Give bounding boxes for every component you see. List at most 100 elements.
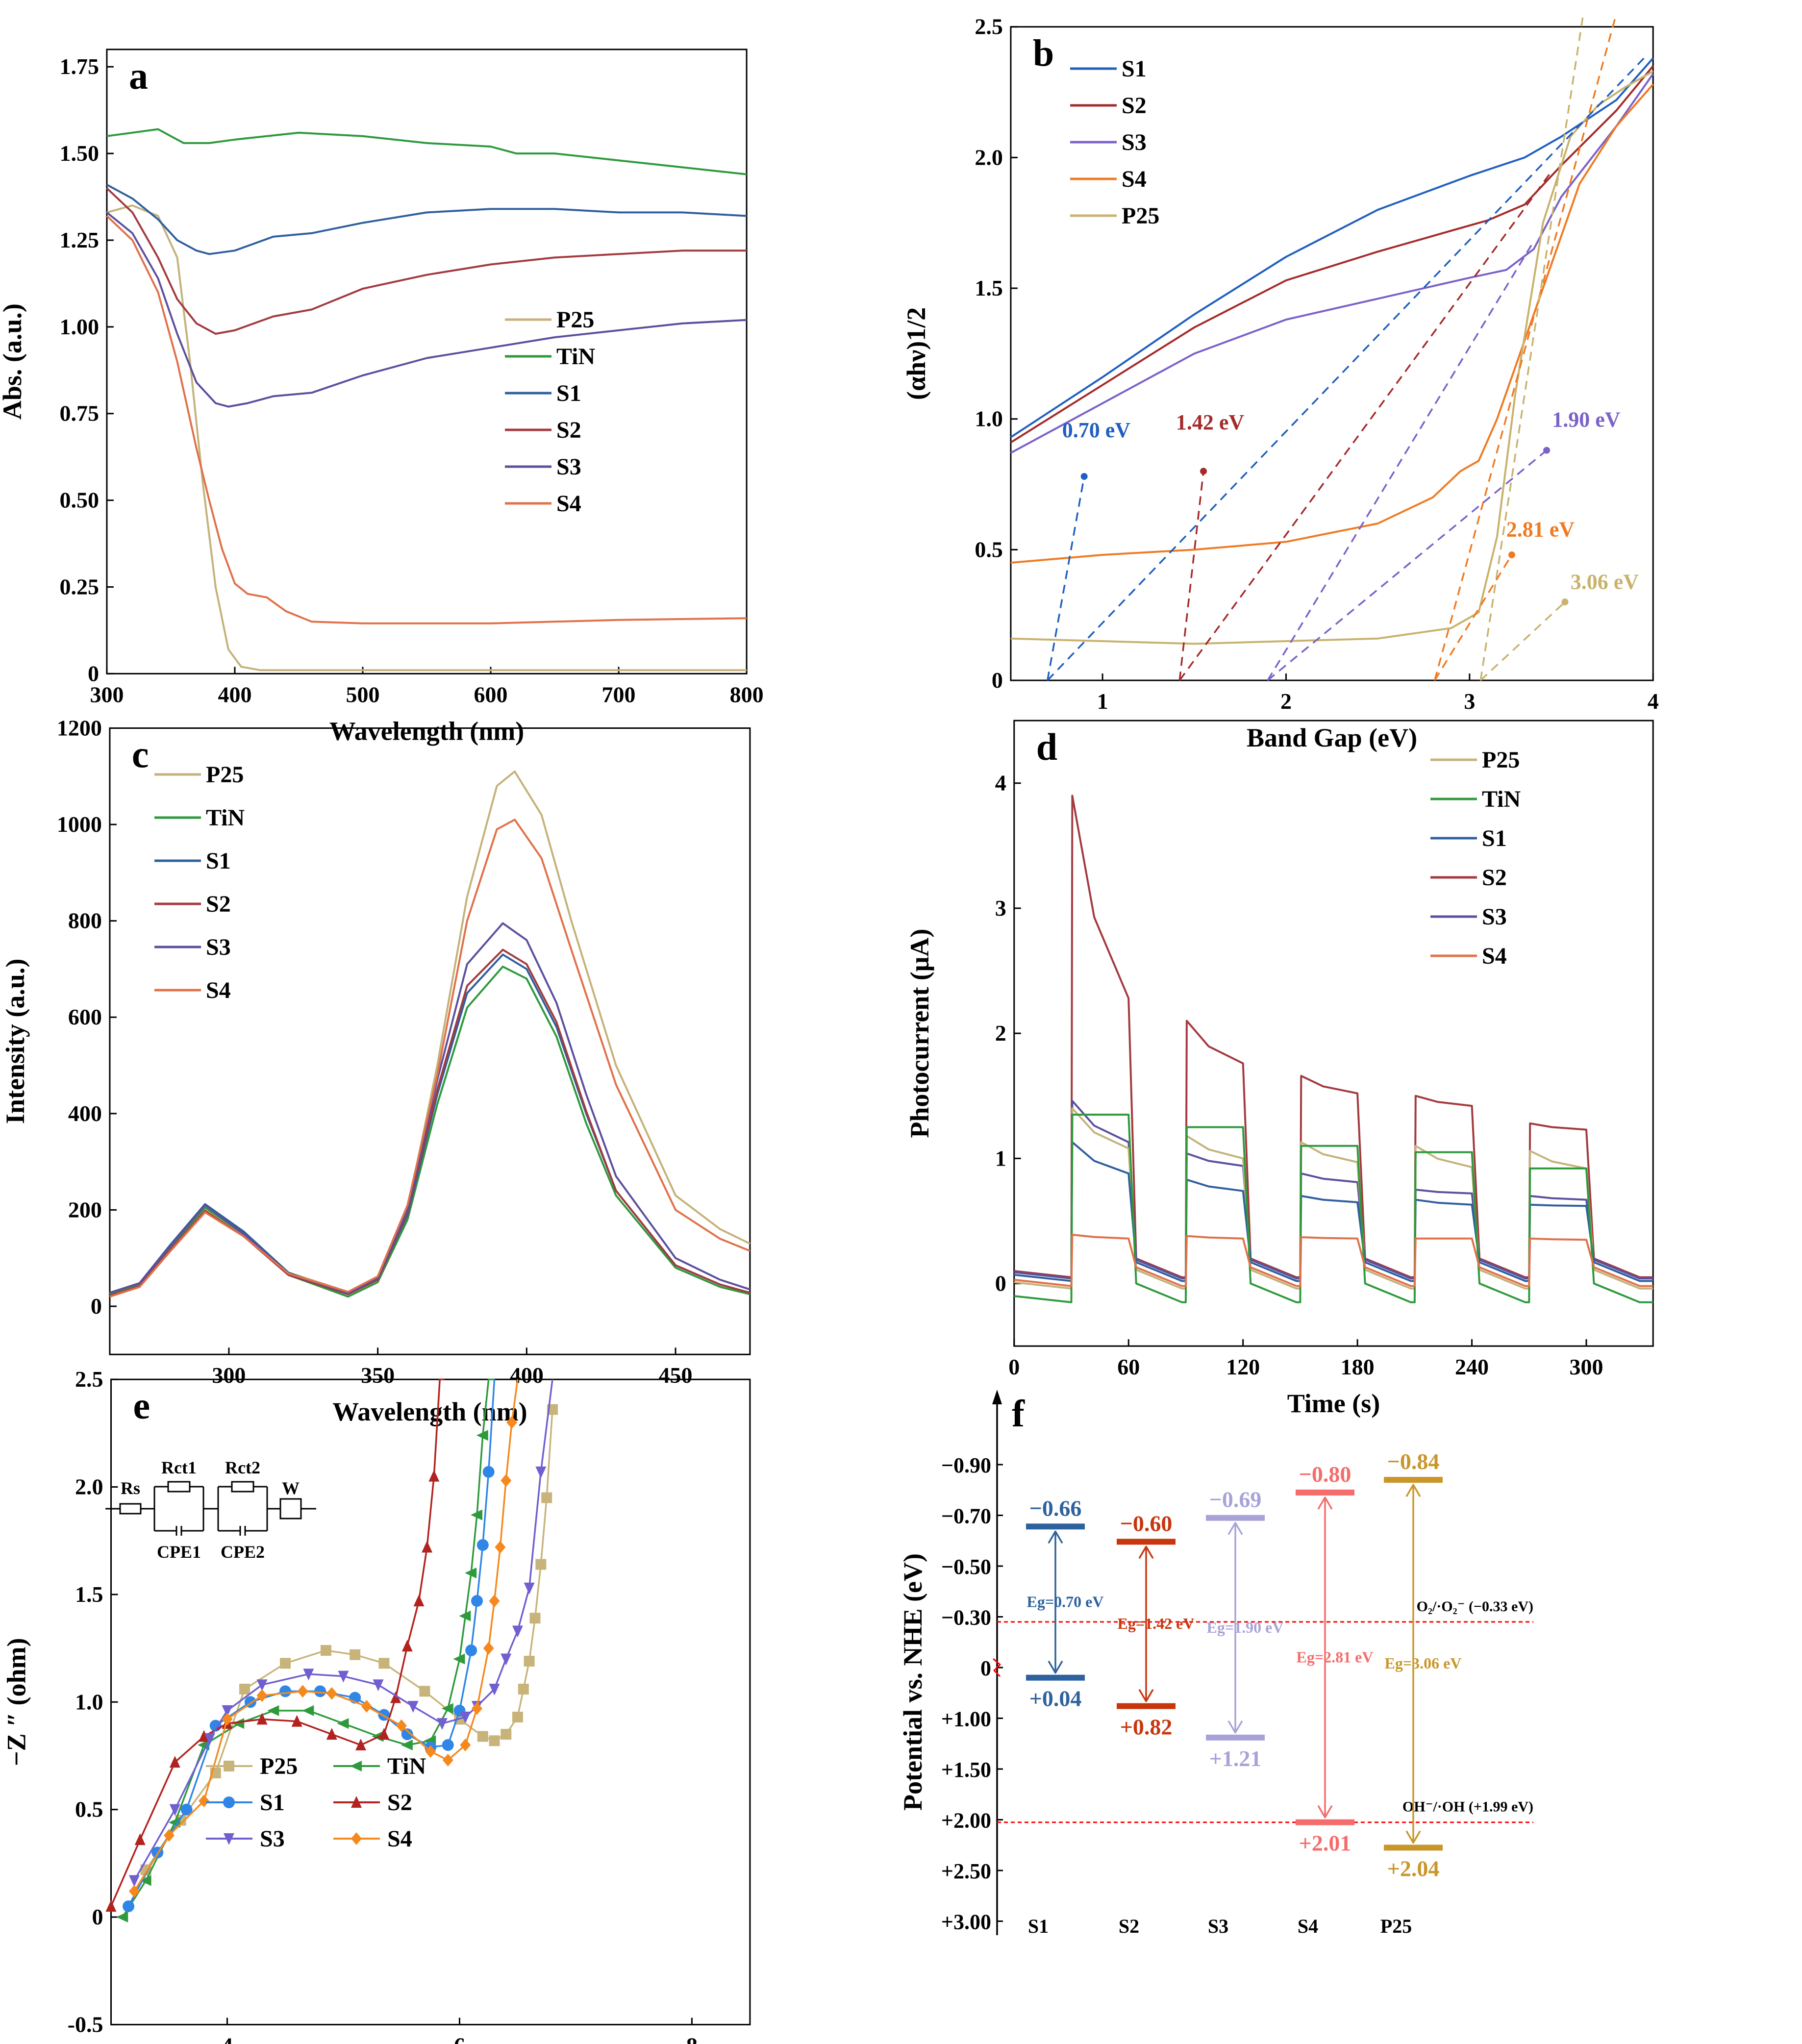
marker-diamond (501, 1474, 512, 1487)
y-tick-label: 600 (68, 1004, 102, 1029)
tangent-line-s3 (1267, 241, 1535, 681)
marker-triangle-left (465, 1568, 477, 1579)
y-tick-label: 4 (995, 771, 1006, 796)
series-line-s4 (133, 1379, 519, 1892)
y-tick-label: −0.90 (941, 1453, 991, 1477)
panel-c: 300 350 400 450 0 200 400 600 800 1000 1200 Wavelen… (0, 686, 901, 1426)
bandgap-label: Eg=2.81 eV (1297, 1648, 1374, 1666)
panel-label: e (133, 1384, 150, 1427)
marker-circle (465, 1645, 477, 1657)
category-label: S1 (1028, 1915, 1049, 1937)
x-tick-label: 450 (659, 1363, 693, 1388)
y-tick-label: 0 (92, 1904, 103, 1929)
marker-triangle-up (401, 1640, 413, 1652)
valence-band-s3 (1206, 1734, 1265, 1741)
marker-triangle-down (256, 1679, 268, 1692)
y-axis-label: Abs. (a.u.) (0, 303, 27, 420)
arrow-head-up (1405, 1484, 1421, 1497)
arrow-head-down (1317, 1805, 1333, 1819)
marker-square (535, 1559, 547, 1570)
marker-diamond (489, 1595, 500, 1608)
y-tick-label: 2.0 (75, 1474, 103, 1499)
annotation-arrow (1267, 449, 1548, 681)
marker-triangle-down (373, 1679, 384, 1692)
chart-c: 300 350 400 450 0 200 400 600 800 1000 1200 Wavelen… (0, 715, 751, 1426)
bandgap-label: 3.06 eV (1571, 570, 1639, 594)
vb-value: +0.04 (1029, 1686, 1082, 1711)
x-tick-label: 0 (1008, 1354, 1020, 1379)
marker-circle (279, 1685, 291, 1697)
marker-triangle-up (355, 1739, 367, 1751)
y-tick-label: 0.5 (75, 1797, 103, 1822)
marker-triangle-down (460, 1712, 471, 1724)
cb-value: −0.69 (1209, 1487, 1262, 1512)
legend-label-s2: S2 (1122, 93, 1147, 119)
legend-label-s4: S4 (387, 1826, 412, 1852)
x-axis-label: Wavelength (nm) (332, 1397, 527, 1426)
marker-triangle-up (105, 1900, 117, 1912)
x-axis-label: Band Gap (eV) (1247, 723, 1417, 752)
marker-triangle-left (302, 1705, 314, 1716)
marker-square (378, 1658, 390, 1669)
legend-label-s4: S4 (206, 977, 231, 1003)
marker-diamond (256, 1689, 268, 1702)
legend-label-s1: S1 (1482, 825, 1507, 851)
marker-circle (123, 1900, 135, 1913)
conduction-band-s2 (1117, 1539, 1176, 1545)
marker-circle (180, 1803, 193, 1816)
y-tick-label: 200 (68, 1197, 102, 1222)
marker-diamond (471, 1702, 482, 1715)
marker-triangle-left (198, 1740, 210, 1751)
circuit-rs (119, 1503, 142, 1515)
series-line-s3 (106, 211, 747, 408)
marker-diamond (222, 1713, 233, 1726)
x-tick-label: 180 (1341, 1354, 1375, 1379)
circuit-label: W (282, 1478, 300, 1498)
y-axis-label: −Z ″ (ohm) (1, 1638, 31, 1767)
bandgap-label: 1.42 eV (1176, 410, 1245, 434)
y-tick-label: +1.00 (941, 1707, 991, 1731)
marker-triangle-left (441, 1703, 453, 1714)
marker-diamond (442, 1753, 453, 1767)
legend-label-p25: P25 (1482, 747, 1520, 773)
y-axis-label: Intensity (a.u.) (0, 959, 30, 1124)
x-tick-label: 300 (1570, 1354, 1603, 1379)
legend-label-p25: P25 (1122, 203, 1159, 229)
marker-triangle-down (204, 1733, 215, 1745)
marker-triangle-up (134, 1833, 146, 1845)
cb-value: −0.60 (1120, 1511, 1173, 1536)
y-tick-label: 2.5 (975, 14, 1003, 39)
legend-label-s3: S3 (1482, 904, 1507, 930)
legend-label-tin: TiN (206, 805, 245, 831)
legend-label-s2: S2 (1482, 865, 1507, 891)
vb-value: +1.21 (1209, 1746, 1262, 1771)
y-tick-label: 2.0 (975, 145, 1003, 170)
x-tick-label: 400 (510, 1363, 544, 1388)
y-tick-label: −0.50 (941, 1555, 991, 1579)
circuit-label: CPE2 (221, 1542, 265, 1562)
x-tick-label: 3 (1464, 689, 1475, 714)
legend-label-s1: S1 (260, 1790, 285, 1816)
circuit-rct2 (231, 1481, 254, 1493)
plot-frame (109, 727, 751, 1355)
x-tick-label: 6 (454, 2033, 465, 2044)
valence-band-s2 (1117, 1703, 1176, 1709)
x-tick-label: 4 (222, 2033, 233, 2044)
y-tick-label: +3.00 (941, 1910, 991, 1934)
y-axis-label: Potential vs. NHE (eV) (898, 1553, 927, 1811)
x-tick-label: 300 (90, 682, 124, 707)
circuit-label: CPE1 (157, 1542, 201, 1562)
category-label: P25 (1380, 1915, 1412, 1937)
bandgap-label: 2.81 eV (1506, 518, 1575, 542)
x-axis-label: Wavelength (nm) (329, 716, 525, 746)
panel-label: d (1036, 725, 1057, 768)
chart-a: 300 400 500 600 700 800 0 0.25 0.50 0.75 1.00 1.25 1… (0, 49, 764, 746)
legend-label-tin: TiN (556, 344, 595, 370)
marker-square (518, 1683, 529, 1695)
y-tick-label: 2.5 (75, 1367, 103, 1392)
marker-triangle-left (459, 1610, 471, 1621)
annotation-arrow (1178, 471, 1204, 681)
y-tick-label: 1000 (57, 812, 102, 837)
marker-triangle-down (436, 1718, 448, 1730)
x-tick-label: 500 (346, 682, 380, 707)
